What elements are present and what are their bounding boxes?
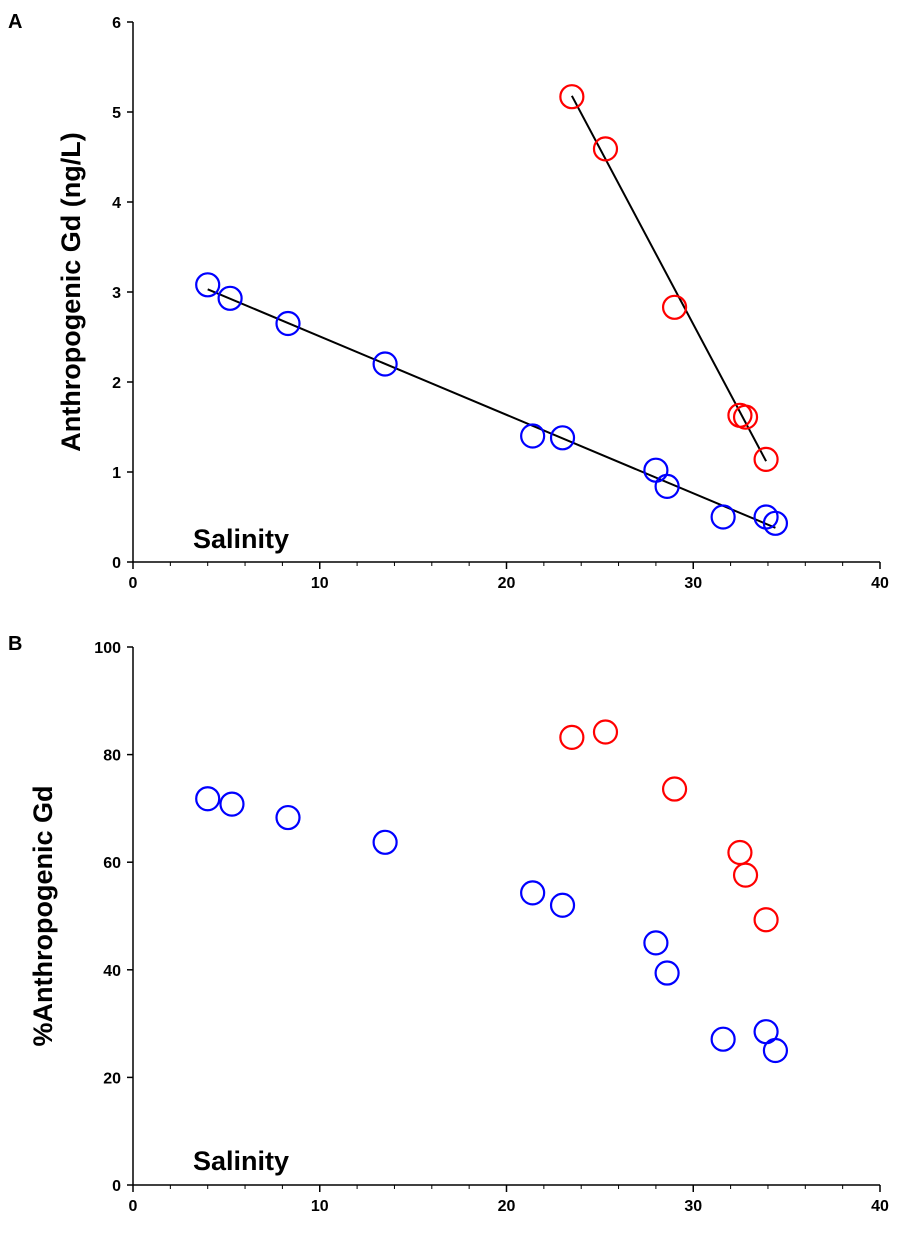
- y-tick-label: 20: [103, 1070, 121, 1087]
- y-tick-label: 0: [112, 555, 121, 572]
- y-tick-label: 1: [112, 465, 121, 482]
- data-point-red: [732, 404, 759, 430]
- series-red: [559, 719, 779, 933]
- data-point-blue: [520, 880, 546, 906]
- data-point-blue: [710, 1026, 736, 1052]
- y-tick-label: 60: [103, 855, 121, 872]
- y-tick-label: 0: [112, 1178, 121, 1195]
- trendline-red: [570, 95, 767, 462]
- y-axis-title: Anthropogenic Gd (ng/L): [56, 132, 86, 451]
- data-point-blue: [275, 310, 301, 337]
- data-point-red: [727, 839, 753, 866]
- data-point-blue: [372, 351, 398, 377]
- panel-a: A 0 1 2 3 4 5 6 0 10 20 30 40 Anthropogenic Gd (ng/L)…: [8, 11, 889, 592]
- x-tick-label: 30: [684, 1198, 702, 1215]
- x-tick-label: 20: [498, 1198, 516, 1215]
- data-point-red: [732, 862, 759, 888]
- y-tick-label: 100: [94, 640, 121, 657]
- data-point-blue: [654, 960, 680, 986]
- x-tick-label: 20: [498, 575, 516, 592]
- data-point-blue: [195, 272, 221, 298]
- data-point-blue: [654, 473, 680, 499]
- panel-b: B 0 20 40 60 80 100 0 10 20 30 40 %Anthropogenic Gd S…: [8, 633, 889, 1215]
- data-point-blue: [762, 1037, 789, 1064]
- x-tick-label: 40: [871, 1198, 889, 1215]
- data-point-red: [592, 719, 619, 745]
- data-point-blue: [372, 829, 398, 855]
- series-red: [559, 84, 779, 472]
- y-tick-label: 40: [103, 963, 121, 980]
- data-point-blue: [549, 892, 576, 918]
- data-point-red: [559, 84, 585, 110]
- data-point-red: [661, 776, 688, 802]
- data-point-blue: [710, 504, 736, 530]
- y-tick-label: 2: [112, 375, 121, 392]
- y-tick-label: 80: [103, 748, 121, 765]
- data-point-blue: [217, 285, 243, 311]
- data-point-blue: [195, 786, 221, 812]
- data-point-red: [592, 136, 619, 162]
- data-point-red: [559, 724, 585, 750]
- data-point-red: [753, 907, 779, 933]
- salinity-annotation: Salinity: [193, 524, 289, 554]
- panel-label: A: [8, 11, 22, 33]
- x-tick-label: 10: [311, 575, 329, 592]
- data-point-blue: [275, 804, 301, 831]
- series-blue: [195, 272, 789, 536]
- data-point-blue: [549, 425, 576, 451]
- salinity-annotation: Salinity: [193, 1146, 289, 1176]
- data-point-blue: [219, 791, 245, 817]
- data-point-red: [661, 294, 688, 320]
- x-tick-label: 30: [684, 575, 702, 592]
- y-tick-label: 5: [112, 105, 121, 122]
- data-point-blue: [520, 423, 546, 449]
- y-tick-label: 3: [112, 285, 121, 302]
- x-tick-label: 0: [129, 1198, 138, 1215]
- y-tick-label: 4: [112, 195, 121, 212]
- panel-label: B: [8, 633, 22, 655]
- data-point-blue: [762, 510, 789, 536]
- y-axis-title: %Anthropogenic Gd: [28, 786, 58, 1047]
- x-tick-label: 40: [871, 575, 889, 592]
- series-blue: [195, 786, 789, 1064]
- y-tick-label: 6: [112, 15, 121, 32]
- x-tick-label: 10: [311, 1198, 329, 1215]
- data-point-blue: [643, 930, 669, 956]
- x-tick-label: 0: [129, 575, 138, 592]
- data-point-red: [753, 446, 779, 472]
- trendline-blue: [207, 288, 776, 529]
